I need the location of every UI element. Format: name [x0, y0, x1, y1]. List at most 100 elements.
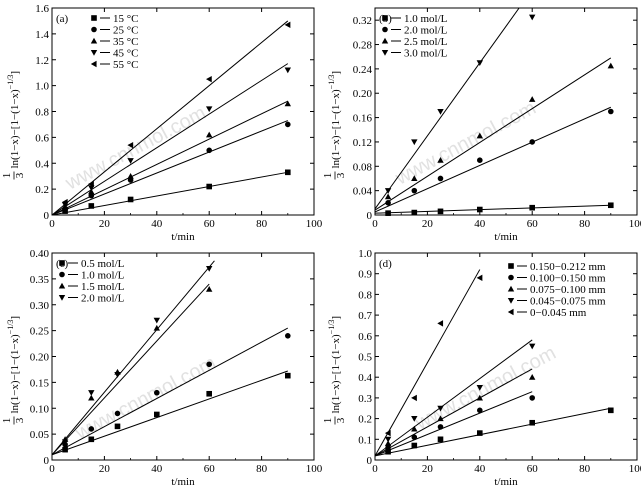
y-axis-title-denominator: 3: [14, 172, 26, 178]
series-2-points: [385, 108, 614, 206]
legend-marker: [382, 26, 388, 33]
fit-lines: [52, 20, 289, 215]
x-tick-label: 60: [204, 463, 216, 475]
data-point: [206, 286, 213, 292]
data-point: [437, 108, 444, 115]
watermark-text: www.cnnmol.com: [71, 352, 220, 445]
data-point: [62, 446, 68, 453]
y-axis-title-denominator: 3: [14, 417, 26, 423]
data-point: [385, 448, 391, 455]
data-point: [477, 407, 483, 414]
legend-label: 0.5 mol/L: [81, 258, 125, 270]
series-4-points: [384, 343, 536, 443]
y-tick-label: 0.4: [35, 158, 49, 170]
y-tick-label: 0.8: [358, 289, 372, 301]
x-tick-label: 100: [306, 218, 323, 230]
data-point: [608, 407, 614, 414]
y-tick-label: 0.35: [30, 274, 50, 286]
legend-marker: [507, 308, 514, 316]
x-axis-title: t/min: [171, 231, 195, 243]
panel-label: (d): [379, 258, 392, 270]
x-axis-title: t/min: [494, 231, 518, 243]
data-point: [437, 157, 444, 163]
y-axis-title-denominator: 3: [335, 417, 347, 423]
y-axis-title-main: ln(1−x)−[1−(1−x): [330, 89, 342, 169]
data-point: [385, 210, 391, 216]
legend-label: 55 °C: [113, 59, 139, 71]
watermarks: www.cnnmol.com www.cnnmol.com www.cnnmol.c…: [61, 97, 560, 445]
series-3-points: [61, 100, 291, 210]
legend-label: 1.0 mol/L: [404, 13, 448, 25]
fit-line-series-2: [52, 327, 289, 456]
data-point: [529, 14, 536, 21]
legend-marker: [508, 263, 514, 269]
data-point: [154, 389, 160, 396]
data-point: [206, 147, 212, 154]
x-tick-label: 20: [99, 463, 111, 475]
legend: 1.0 mol/L2.0 mol/L2.5 mol/L3.0 mol/L: [381, 13, 448, 60]
legend-marker: [507, 297, 515, 304]
y-tick-label: 0.05: [30, 429, 50, 441]
y-axis-title-body: ln(1−x)−[1−(1−x)−1/3]: [6, 316, 21, 414]
x-tick-label: 60: [204, 218, 216, 230]
data-point: [384, 436, 392, 443]
data-point: [206, 106, 213, 113]
data-point: [284, 21, 291, 29]
data-point: [411, 187, 418, 194]
fit-lines: [52, 260, 289, 456]
y-tick-label: 0: [44, 210, 50, 222]
y-tick-label: 0.5: [358, 352, 372, 364]
y-tick-label: 0.4: [358, 372, 372, 384]
y-tick-label: 0.6: [358, 331, 372, 343]
y-tick-label: 0.40: [30, 248, 50, 260]
y-tick-label: 0.16: [353, 113, 373, 125]
y-tick-label: 0.20: [353, 88, 373, 100]
data-point: [88, 188, 95, 195]
legend-marker: [382, 15, 388, 21]
legend-marker: [90, 37, 98, 44]
data-point: [206, 183, 212, 190]
data-point: [127, 196, 134, 203]
y-tick-label: 0.3: [358, 393, 372, 405]
x-tick-label: 100: [629, 218, 641, 230]
data-point: [88, 394, 95, 401]
series-4-points: [61, 265, 213, 446]
legend-marker: [507, 285, 515, 292]
data-point: [529, 96, 536, 102]
y-axis-title-close: ]: [9, 71, 21, 75]
x-tick-label: 20: [422, 463, 434, 475]
y-tick-label: 0.2: [35, 184, 49, 196]
legend-label: 2.0 mol/L: [404, 25, 448, 37]
legend-label: 2.0 mol/L: [81, 293, 125, 305]
legend: 0.5 mol/L1.0 mol/L1.5 mol/L2.0 mol/L: [58, 258, 125, 305]
data-point: [285, 169, 291, 176]
data-point: [477, 430, 483, 436]
data-point: [437, 415, 444, 422]
watermark-text: www.cnnmol.com: [61, 102, 210, 195]
data-point: [114, 372, 121, 378]
data-point: [437, 208, 444, 215]
y-tick-label: 0.12: [353, 137, 372, 149]
y-tick-label: 0.2: [358, 414, 372, 426]
fit-line-series-4: [52, 260, 215, 456]
data-point: [477, 157, 483, 164]
data-point: [154, 411, 160, 418]
y-axis-title-numerator: 1: [1, 173, 13, 179]
series-4-points: [61, 67, 291, 208]
x-tick-label: 60: [527, 218, 539, 230]
y-tick-label: 0.32: [353, 15, 372, 27]
y-axis-title-main: ln(1−x)−[1−(1−x): [9, 89, 21, 169]
legend-label: 1.0 mol/L: [81, 270, 125, 282]
data-point: [206, 361, 212, 368]
y-tick-label: 0.8: [35, 107, 49, 119]
fit-line-series-3: [375, 57, 612, 211]
y-tick-label: 0: [44, 455, 50, 467]
data-point: [411, 209, 418, 216]
x-tick-label: 60: [527, 463, 539, 475]
legend-marker: [90, 49, 98, 56]
series-1-points: [385, 202, 614, 216]
y-tick-label: 0: [367, 455, 373, 467]
legend-label: 25 °C: [113, 25, 139, 37]
data-point: [529, 204, 535, 211]
data-point: [153, 317, 160, 324]
